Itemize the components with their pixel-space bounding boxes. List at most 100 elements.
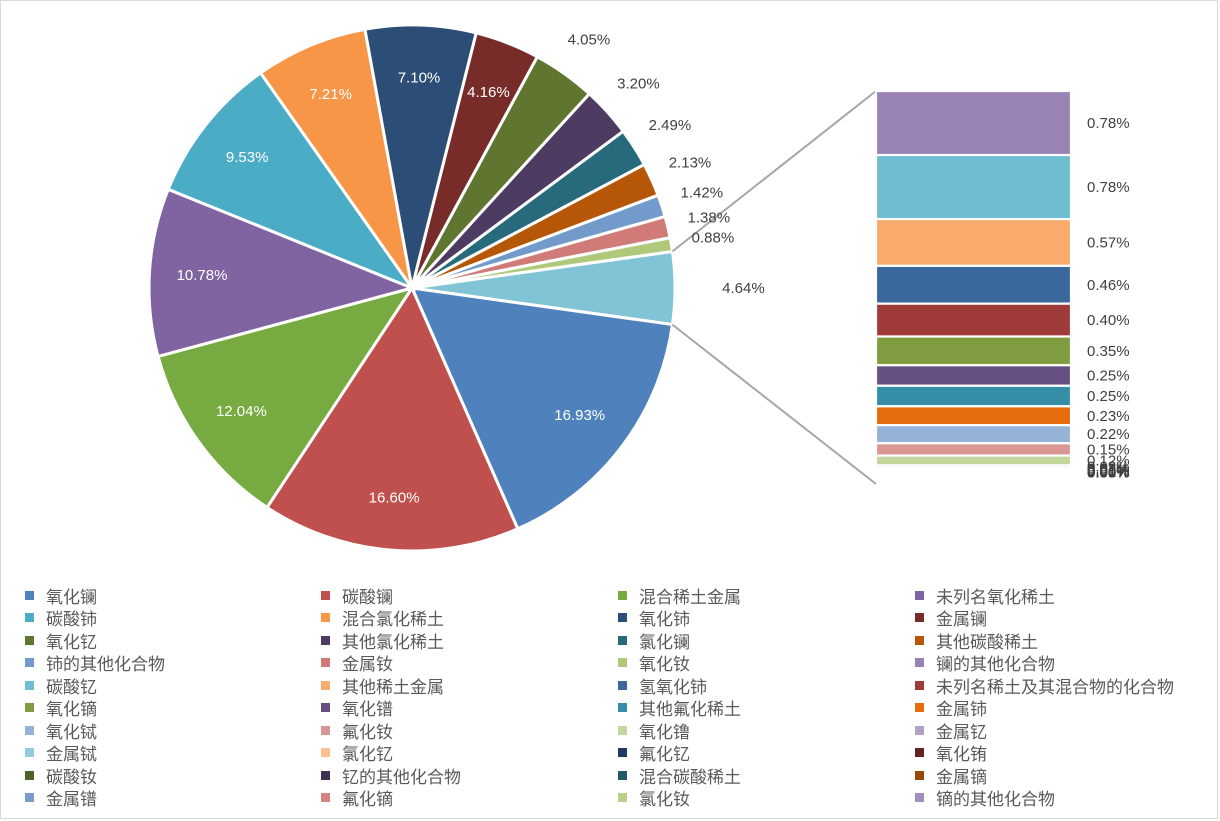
legend-label: 氟化镝 bbox=[342, 790, 393, 811]
legend-item: 金属镧 bbox=[915, 607, 1215, 630]
legend-label: 金属铽 bbox=[46, 745, 97, 766]
legend-item: 铈的其他化合物 bbox=[25, 652, 321, 675]
legend-label: 氧化铈 bbox=[639, 610, 690, 631]
legend-swatch bbox=[618, 748, 627, 758]
legend-label: 氯化钇 bbox=[342, 745, 393, 766]
bar-label-series-22: 0.25% bbox=[1087, 368, 1130, 385]
legend-label: 氧化钕 bbox=[639, 655, 690, 676]
legend-label: 金属镨 bbox=[46, 790, 97, 811]
legend-item: 其他氟化稀土 bbox=[618, 697, 915, 720]
legend-item: 氢氧化铈 bbox=[618, 674, 915, 698]
legend-item: 金属镝 bbox=[915, 764, 1215, 788]
legend-item: 氧化铈 bbox=[618, 607, 915, 630]
pie-slice-series-4 bbox=[147, 187, 417, 359]
legend-label: 碳酸钇 bbox=[46, 677, 97, 698]
legend-item: 氧化铽 bbox=[25, 719, 321, 743]
legend-label: 碳酸钕 bbox=[46, 767, 97, 788]
pie-label-series-1: 16.93% bbox=[554, 407, 605, 424]
legend-swatch bbox=[618, 680, 627, 690]
legend-swatch bbox=[321, 793, 330, 803]
legend-swatch bbox=[915, 793, 924, 803]
legend-label: 其他碳酸稀土 bbox=[936, 632, 1038, 653]
legend-label: 氧化镨 bbox=[342, 700, 393, 721]
connector-lines bbox=[671, 90, 877, 485]
legend-swatch bbox=[915, 703, 924, 713]
legend-swatch bbox=[618, 658, 627, 668]
legend-swatch bbox=[618, 770, 627, 780]
legend-item: 未列名稀土及其混合物的化合物 bbox=[915, 674, 1215, 698]
bar-segment-series-23 bbox=[874, 384, 1073, 408]
bar-label-series-25: 0.22% bbox=[1087, 426, 1130, 443]
legend-item: 镧的其他化合物 bbox=[915, 652, 1215, 675]
secondary-stacked-bar bbox=[874, 89, 1073, 474]
pie-label-series-5: 9.53% bbox=[226, 149, 269, 166]
legend-label: 碳酸铈 bbox=[46, 610, 97, 631]
legend-item: 氯化镧 bbox=[618, 629, 915, 653]
legend-swatch bbox=[915, 770, 924, 780]
legend-label: 镝的其他化合物 bbox=[936, 790, 1055, 811]
pie-label-series-14: 1.38% bbox=[688, 209, 731, 226]
pie-label-series-8: 4.16% bbox=[467, 84, 510, 101]
legend-swatch bbox=[321, 748, 330, 758]
pie-label-series-4: 10.78% bbox=[177, 267, 228, 284]
legend-label: 金属铈 bbox=[936, 700, 987, 721]
legend-item: 碳酸镧 bbox=[321, 584, 618, 608]
legend-swatch bbox=[915, 658, 924, 668]
bar-of-pie-chart: 4.64% 16.93% 16.60% 12.04% 10.78% 9.53% 7.21% 7… bbox=[147, 23, 1130, 553]
bar-segment-series-26 bbox=[874, 442, 1073, 457]
legend-swatch bbox=[915, 725, 924, 735]
legend-swatch bbox=[25, 680, 34, 690]
legend-swatch bbox=[618, 590, 627, 600]
pie-label-series-2: 16.60% bbox=[369, 490, 420, 507]
legend-item: 其他碳酸稀土 bbox=[915, 629, 1215, 653]
legend-label: 氯化镧 bbox=[639, 632, 690, 653]
legend-swatch bbox=[618, 703, 627, 713]
legend-label: 混合碳酸稀土 bbox=[639, 767, 741, 788]
legend-swatch bbox=[321, 658, 330, 668]
pie-slice-series-2 bbox=[264, 284, 520, 553]
legend-item: 金属钕 bbox=[321, 652, 618, 675]
legend-swatch bbox=[25, 635, 34, 645]
legend-swatch bbox=[25, 793, 34, 803]
legend-label: 氧化钇 bbox=[46, 632, 97, 653]
legend-swatch bbox=[25, 613, 34, 623]
pie-label-series-11: 2.49% bbox=[649, 117, 692, 134]
legend-item: 氯化钕 bbox=[618, 787, 915, 810]
legend-item: 氧化钇 bbox=[25, 629, 321, 653]
pie-label-series-12: 2.13% bbox=[669, 154, 712, 171]
legend-label: 镧的其他化合物 bbox=[936, 655, 1055, 676]
connector-line-top bbox=[671, 90, 877, 253]
legend-item: 氧化钕 bbox=[618, 652, 915, 675]
legend-label: 氧化铕 bbox=[936, 745, 987, 766]
legend-swatch bbox=[321, 680, 330, 690]
legend-item: 金属钇 bbox=[915, 719, 1215, 743]
legend-label: 铈的其他化合物 bbox=[46, 655, 165, 676]
legend-label: 氧化镝 bbox=[46, 700, 97, 721]
legend-swatch bbox=[321, 635, 330, 645]
legend-item: 混合稀土金属 bbox=[618, 584, 915, 608]
legend-label: 氯化钕 bbox=[639, 790, 690, 811]
bar-segment-series-22 bbox=[874, 364, 1073, 387]
pie-label-series-15: 0.88% bbox=[692, 230, 735, 247]
legend-swatch bbox=[321, 770, 330, 780]
bar-label-series-36: 0.00% bbox=[1087, 465, 1130, 482]
legend-swatch bbox=[915, 635, 924, 645]
bar-label-series-31: 0.01% bbox=[1087, 463, 1130, 480]
bar-label-series-35: 0.00% bbox=[1087, 465, 1130, 482]
pie-label-series-6: 7.21% bbox=[309, 86, 352, 103]
legend-swatch bbox=[25, 748, 34, 758]
pie-label-series-7: 7.10% bbox=[398, 70, 441, 87]
legend-label: 金属镝 bbox=[936, 767, 987, 788]
legend-swatch bbox=[25, 770, 34, 780]
legend-item: 碳酸铈 bbox=[25, 607, 321, 630]
data-labels: 4.64% 16.93% 16.60% 12.04% 10.78% 9.53% 7.21% 7… bbox=[177, 31, 1130, 506]
bar-label-series-38: 0.00% bbox=[1087, 465, 1130, 482]
legend-label: 金属钕 bbox=[342, 655, 393, 676]
legend-item: 镝的其他化合物 bbox=[915, 787, 1215, 810]
legend-item: 氧化铕 bbox=[915, 742, 1215, 765]
pie-label-series-10: 3.20% bbox=[617, 76, 660, 93]
legend-swatch bbox=[915, 748, 924, 758]
legend-label: 其他稀土金属 bbox=[342, 677, 444, 698]
bar-label-series-29: 0.02% bbox=[1087, 461, 1130, 478]
